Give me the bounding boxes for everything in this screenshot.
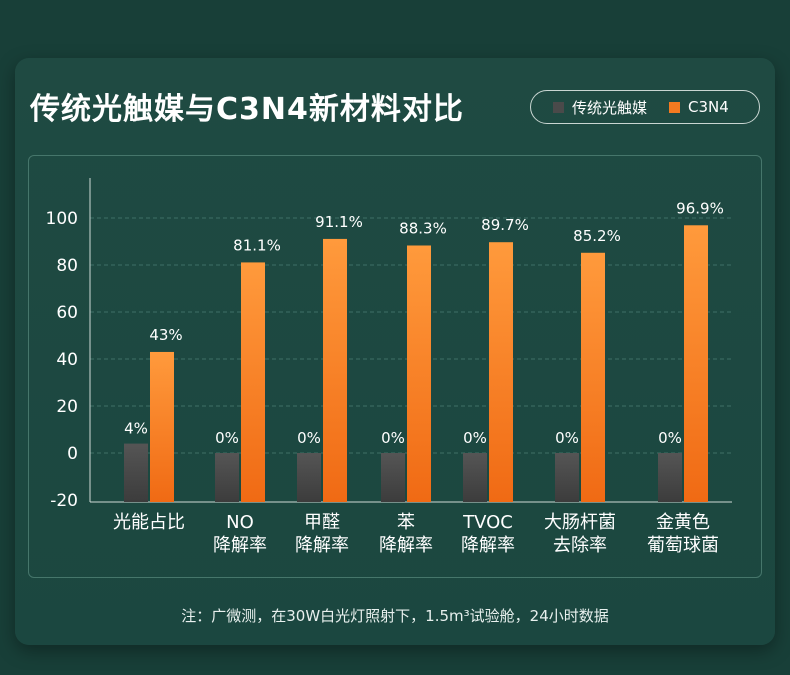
y-tick-label: 0 — [67, 444, 78, 464]
legend-swatch-c3n4 — [669, 101, 681, 113]
bar-c3n4 — [581, 252, 605, 502]
chart-panel — [28, 155, 762, 578]
y-tick-label: -20 — [50, 491, 78, 511]
legend-item-traditional: 传统光触媒 — [553, 97, 647, 118]
data-label-traditional: 0% — [381, 429, 405, 447]
bar-traditional — [215, 453, 239, 502]
data-label-c3n4: 89.7% — [481, 216, 529, 234]
data-label-c3n4: 81.1% — [233, 236, 281, 254]
data-label-traditional: 0% — [215, 429, 239, 447]
y-tick-label: 20 — [56, 397, 78, 417]
y-tick-label: 80 — [56, 256, 78, 276]
x-category-label: TVOC — [462, 512, 513, 533]
bar-c3n4 — [407, 245, 431, 502]
data-label-c3n4: 88.3% — [399, 219, 447, 237]
x-category-label: 大肠杆菌 — [544, 512, 616, 533]
x-category-label: 甲醛 — [304, 512, 340, 533]
bar-traditional — [658, 453, 682, 502]
bar-c3n4 — [323, 238, 347, 503]
data-label-c3n4: 43% — [149, 326, 182, 344]
x-category-label: 降解率 — [295, 535, 349, 556]
y-tick-label: 40 — [56, 350, 78, 370]
bar-traditional — [124, 443, 148, 502]
bar-c3n4 — [684, 225, 708, 502]
data-label-c3n4: 85.2% — [573, 227, 621, 245]
data-label-traditional: 0% — [555, 429, 579, 447]
x-category-label: 去除率 — [553, 535, 607, 556]
data-label-traditional: 0% — [297, 429, 321, 447]
data-label-traditional: 0% — [463, 429, 487, 447]
data-label-traditional: 4% — [124, 420, 148, 438]
bar-traditional — [555, 453, 579, 502]
data-label-c3n4: 91.1% — [315, 213, 363, 231]
data-label-c3n4: 96.9% — [676, 199, 724, 217]
y-tick-label: 60 — [56, 303, 78, 323]
data-label-traditional: 0% — [658, 429, 682, 447]
x-category-label: 金黄色 — [656, 512, 710, 533]
x-category-label: 降解率 — [461, 535, 515, 556]
legend-swatch-traditional — [553, 101, 564, 113]
x-category-label: 葡萄球菌 — [647, 535, 719, 556]
bar-c3n4 — [150, 351, 174, 502]
bar-c3n4 — [241, 262, 265, 502]
bar-traditional — [381, 453, 405, 502]
footnote: 注：广微测，在30W白光灯照射下，1.5m³试验舱，24小时数据 — [181, 607, 609, 625]
x-category-label: 光能占比 — [113, 512, 185, 533]
chart-title: 传统光触媒与C3N4新材料对比 — [30, 92, 464, 127]
x-category-label: 苯 — [397, 512, 415, 533]
bar-c3n4 — [489, 242, 513, 502]
bar-traditional — [297, 453, 321, 502]
legend-label-traditional: 传统光触媒 — [572, 98, 648, 117]
x-category-label: NO — [226, 512, 254, 533]
x-category-label: 降解率 — [379, 535, 433, 556]
legend-label-c3n4: C3N4 — [688, 98, 729, 116]
bar-traditional — [463, 453, 487, 502]
x-category-label: 降解率 — [213, 535, 267, 556]
legend-item-c3n4: C3N4 — [669, 98, 729, 116]
legend: 传统光触媒 C3N4 — [530, 90, 760, 124]
y-tick-label: 100 — [46, 209, 78, 229]
